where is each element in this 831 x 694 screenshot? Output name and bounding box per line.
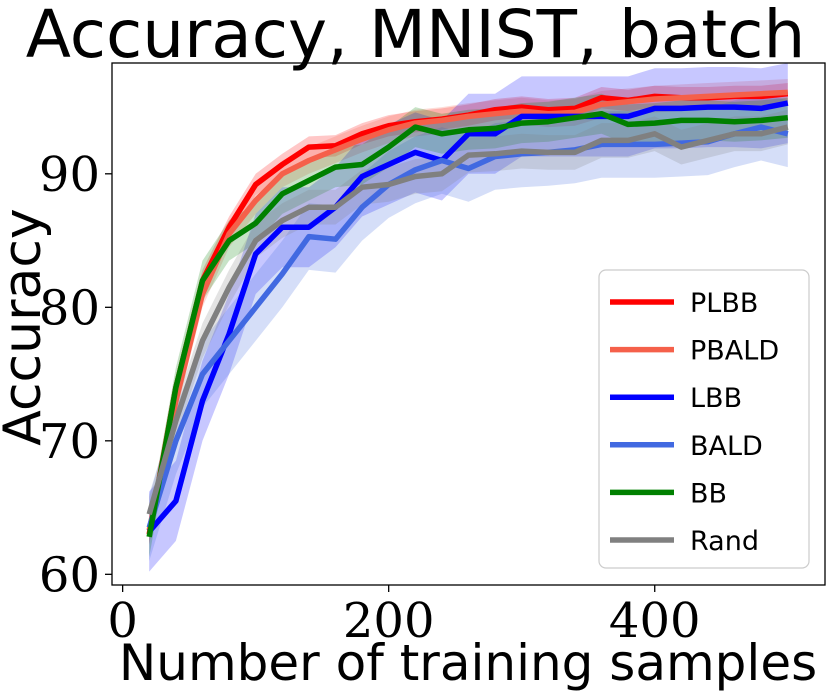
y-tick-label-60: 60 [39,547,100,603]
legend: PLBB PBALD LBB BALD BB Rand [598,269,810,569]
line-bb [146,110,789,538]
x-axis: 0 200 400 [107,585,701,649]
band-lbb [149,63,788,572]
band-bald [149,93,788,561]
series-lines [146,89,789,538]
line-pbald [146,89,788,531]
y-axis: 60 70 80 90 [39,147,112,603]
y-tick-label-90: 90 [39,147,100,203]
x-tick-label-400: 400 [609,593,701,649]
line-rand [146,124,789,515]
legend-label-rand: Rand [690,526,759,557]
y-axis-label: Accuracy [0,208,53,445]
band-bb [149,93,788,557]
legend-label-lbb: LBB [690,383,742,414]
confidence-bands [149,63,788,572]
legend-label-bb: BB [690,478,727,509]
x-axis-label: Number of training samples [119,634,817,692]
x-tick-label-200: 200 [343,593,435,649]
x-tick-label-0: 0 [107,593,138,649]
line-bald [146,124,789,529]
chart-title: Accuracy, MNIST, batch 20 [26,0,831,73]
plot-frame [111,62,826,586]
y-tick-label-80: 80 [39,280,100,336]
y-tick-label-70: 70 [39,414,100,470]
band-rand [149,109,788,532]
line-lbb [147,100,789,534]
legend-label-pbald: PBALD [690,336,779,367]
legend-label-plbb: PLBB [690,288,758,319]
legend-label-bald: BALD [690,431,763,462]
